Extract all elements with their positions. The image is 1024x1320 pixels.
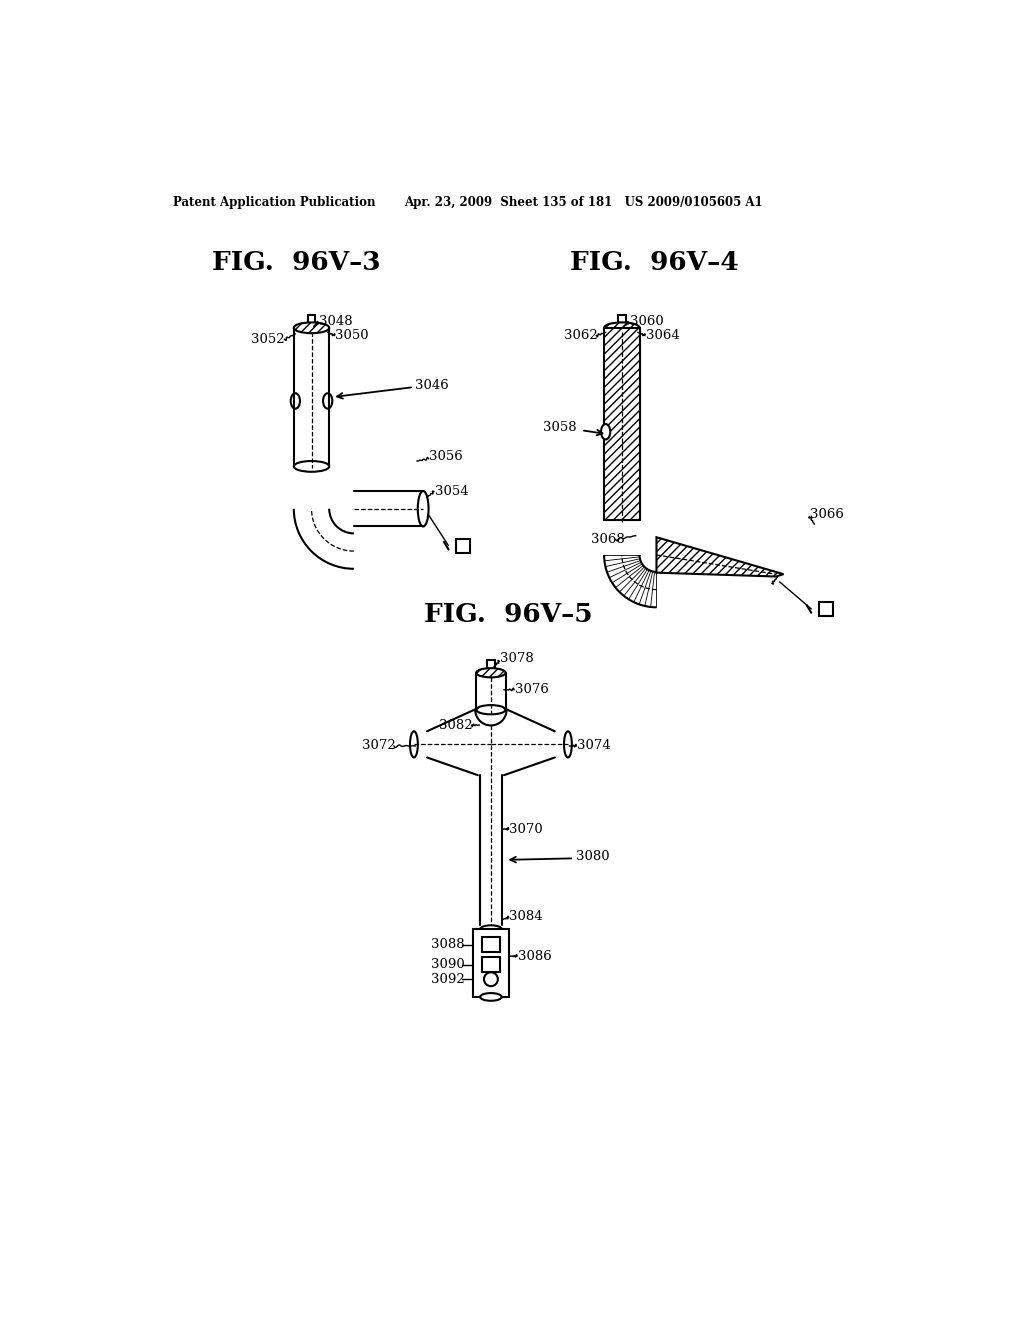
Text: 3080: 3080 bbox=[575, 850, 609, 862]
Text: 3054: 3054 bbox=[435, 484, 468, 498]
Ellipse shape bbox=[418, 491, 429, 527]
Text: 3088: 3088 bbox=[431, 939, 465, 952]
Text: 3046: 3046 bbox=[416, 379, 450, 392]
Text: 3052: 3052 bbox=[252, 333, 285, 346]
Ellipse shape bbox=[480, 993, 502, 1001]
Text: 3070: 3070 bbox=[509, 822, 543, 836]
Ellipse shape bbox=[323, 393, 333, 409]
Text: 3048: 3048 bbox=[319, 315, 353, 329]
Text: FIG.  96V–4: FIG. 96V–4 bbox=[569, 249, 738, 275]
Text: Apr. 23, 2009  Sheet 135 of 181   US 2009/0105605 A1: Apr. 23, 2009 Sheet 135 of 181 US 2009/0… bbox=[403, 197, 763, 209]
Bar bbox=[457, 539, 470, 553]
Text: 3092: 3092 bbox=[431, 973, 465, 986]
Text: FIG.  96V–5: FIG. 96V–5 bbox=[424, 602, 592, 627]
Text: 3076: 3076 bbox=[515, 684, 549, 696]
Ellipse shape bbox=[604, 322, 640, 333]
Text: 3060: 3060 bbox=[630, 315, 664, 329]
Bar bbox=[819, 602, 833, 615]
Ellipse shape bbox=[410, 731, 418, 758]
Text: Patent Application Publication: Patent Application Publication bbox=[173, 197, 376, 209]
Ellipse shape bbox=[294, 322, 330, 333]
Text: 3074: 3074 bbox=[578, 739, 611, 752]
Bar bbox=[473, 929, 509, 997]
Ellipse shape bbox=[476, 668, 506, 677]
Text: 3084: 3084 bbox=[509, 909, 543, 923]
Text: 3090: 3090 bbox=[431, 958, 465, 972]
Ellipse shape bbox=[291, 393, 300, 409]
Bar bbox=[617, 315, 626, 325]
Text: 3078: 3078 bbox=[500, 652, 534, 665]
Ellipse shape bbox=[476, 705, 506, 714]
Bar bbox=[481, 937, 500, 952]
Text: 3072: 3072 bbox=[361, 739, 395, 752]
Ellipse shape bbox=[484, 973, 498, 986]
Ellipse shape bbox=[480, 925, 502, 933]
Ellipse shape bbox=[294, 461, 330, 471]
Ellipse shape bbox=[564, 731, 571, 758]
Text: 3086: 3086 bbox=[518, 949, 552, 962]
Bar bbox=[604, 327, 640, 520]
Ellipse shape bbox=[601, 424, 610, 440]
Text: 3058: 3058 bbox=[543, 421, 577, 434]
Text: 3082: 3082 bbox=[439, 718, 473, 731]
Bar bbox=[487, 660, 495, 669]
Text: 3064: 3064 bbox=[646, 329, 680, 342]
Polygon shape bbox=[656, 537, 783, 577]
Text: 3068: 3068 bbox=[591, 533, 625, 546]
Text: 3062: 3062 bbox=[564, 329, 598, 342]
Text: FIG.  96V–3: FIG. 96V–3 bbox=[212, 249, 381, 275]
Bar bbox=[307, 315, 315, 325]
Text: 3066: 3066 bbox=[810, 508, 845, 520]
Bar bbox=[481, 957, 500, 973]
Text: 3050: 3050 bbox=[336, 329, 369, 342]
Text: 3056: 3056 bbox=[429, 450, 463, 463]
